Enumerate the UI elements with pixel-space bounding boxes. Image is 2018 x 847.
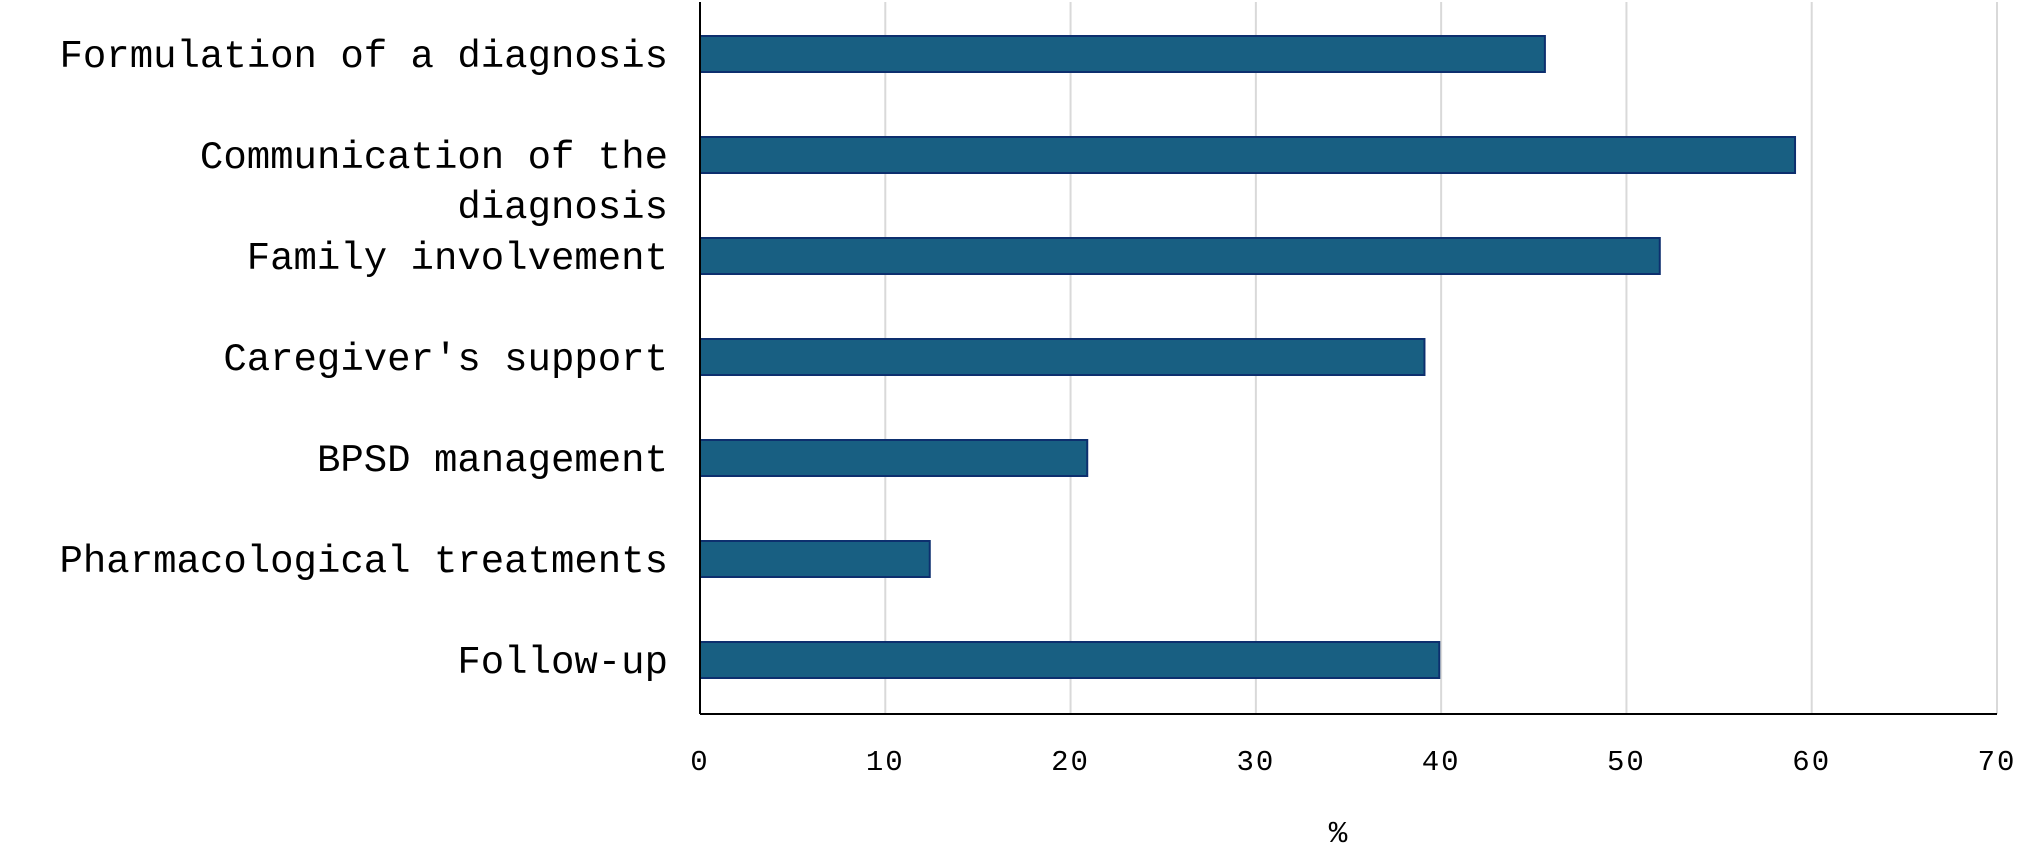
bar xyxy=(699,439,1089,477)
category-label: Communication of the diagnosis xyxy=(200,136,668,230)
x-tick-label: 0 xyxy=(690,746,709,779)
bars xyxy=(699,35,1797,679)
bar xyxy=(699,338,1426,376)
category-labels: Formulation of a diagnosis Communication … xyxy=(60,35,669,685)
bar xyxy=(699,641,1441,679)
category-label: Pharmacological treatments xyxy=(60,540,669,584)
bar xyxy=(699,35,1546,73)
bar xyxy=(699,237,1661,275)
x-tick-label: 10 xyxy=(866,746,905,779)
x-tick-labels: 0 10 20 30 40 50 60 70 xyxy=(690,746,2017,779)
category-label: Caregiver's support xyxy=(223,338,668,382)
bar xyxy=(699,540,931,578)
x-tick-label: 30 xyxy=(1236,746,1275,779)
x-tick-label: 20 xyxy=(1051,746,1090,779)
category-label: Family involvement xyxy=(247,237,668,281)
x-tick-label: 40 xyxy=(1422,746,1461,779)
x-axis-title: % xyxy=(1329,817,1348,847)
axes xyxy=(699,2,1997,715)
category-label: BPSD management xyxy=(317,439,668,483)
x-tick-label: 60 xyxy=(1792,746,1831,779)
x-tick-label: 50 xyxy=(1607,746,1646,779)
x-tick-label: 70 xyxy=(1978,746,2017,779)
category-label: Formulation of a diagnosis xyxy=(60,35,669,79)
category-label: Follow-up xyxy=(457,641,668,685)
bar xyxy=(699,136,1797,174)
